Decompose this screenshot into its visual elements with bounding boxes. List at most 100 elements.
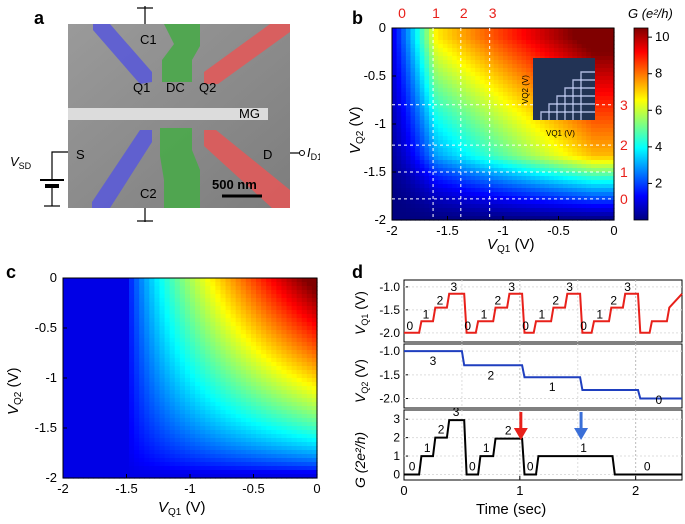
trace-frame (403, 279, 683, 343)
trace-frame (403, 343, 683, 409)
y-tick-label: 3 (393, 412, 400, 426)
inset-contour (580, 71, 595, 120)
xlabel-b: VQ1 (V) (487, 236, 535, 255)
y-tick-label: -1.5 (379, 303, 400, 317)
y-tick-label: 0 (379, 20, 386, 35)
colorbar-tick-label: 8 (655, 66, 662, 81)
inset-ylabel: VQ2 (V) (521, 75, 530, 104)
right-plateau-label: 2 (620, 137, 628, 153)
label-mg: MG (239, 106, 260, 121)
series-line (404, 419, 682, 476)
y-tick-label: -2.0 (379, 326, 400, 340)
x-tick-label: 1 (516, 483, 523, 498)
drain-terminal (299, 150, 305, 156)
label-c2: C2 (140, 186, 157, 201)
colorbar-title: G (e²/h) (628, 6, 673, 21)
step-label: 3 (430, 354, 437, 368)
y-tick-label: -1.5 (379, 368, 400, 382)
gate-q1-upper (93, 24, 152, 84)
step-label: 1 (423, 307, 430, 321)
step-label: 1 (549, 380, 556, 394)
y-tick-label: -0.5 (364, 68, 386, 83)
device-micrograph: C1 C2 Q1 Q2 DC MG S D VSD ID1 500 nm (10, 6, 320, 222)
step-label: 2 (552, 294, 559, 308)
label-source: S (76, 147, 85, 162)
y-tick-label: -2 (374, 212, 386, 227)
x-tick-label: -2 (57, 481, 69, 496)
y-tick-label: -1.0 (379, 344, 400, 358)
step-label: 2 (610, 294, 617, 308)
blue-arrowhead (574, 428, 589, 440)
gate-q1-lower (92, 130, 152, 208)
y-tick-label: -0.5 (35, 320, 57, 335)
panel-letter-a: a (34, 8, 45, 28)
inset-contour (540, 111, 595, 120)
label-q2: Q2 (199, 80, 216, 95)
label-scale-bar: 500 nm (212, 177, 257, 192)
panel-letter-b: b (352, 8, 363, 28)
y-tick-label: 1 (393, 449, 400, 463)
step-label: 2 (488, 368, 495, 382)
step-label: 3 (450, 280, 457, 294)
trace-frame (403, 409, 683, 481)
step-label: 1 (424, 441, 431, 455)
label-c1: C1 (140, 32, 157, 47)
step-label: 2 (505, 424, 512, 438)
heatmap-simulated (63, 278, 318, 479)
gate-q2-lower (204, 130, 290, 208)
step-label: 1 (580, 441, 587, 455)
right-plateau-label: 1 (620, 164, 628, 180)
gate-c2-lower (160, 128, 200, 208)
red-arrowhead (513, 428, 528, 440)
y-tick-label: -2 (45, 470, 57, 485)
step-label: 0 (655, 393, 662, 407)
top-plateau-label: 1 (432, 5, 440, 21)
inset-contour (572, 79, 595, 120)
step-label: 2 (494, 294, 501, 308)
gate-mg (68, 108, 268, 120)
series-line (404, 292, 683, 334)
y-tick-label: -2.0 (379, 392, 400, 406)
inset-contour (548, 103, 595, 120)
inset-contour (564, 87, 595, 120)
top-plateau-label: 2 (460, 5, 468, 21)
top-plateau-label: 3 (489, 5, 497, 21)
gate-q2-upper (204, 24, 290, 84)
step-label: 3 (508, 280, 515, 294)
y-tick-label: -1 (45, 370, 57, 385)
step-label: 1 (596, 307, 603, 321)
y-tick-label: -1.5 (35, 420, 57, 435)
x-tick-label: -1.5 (436, 223, 458, 238)
y-tick-label: 0 (393, 467, 400, 481)
label-id1: ID1 (307, 145, 320, 162)
ylabel-b: VQ2 (V) (347, 106, 366, 154)
colorbar-tick-label: 2 (655, 175, 662, 190)
step-label: 3 (453, 405, 460, 419)
panel-letter-d: d (352, 262, 363, 282)
colorbar (633, 27, 649, 221)
ylabel-vq2: VQ2 (V) (352, 359, 370, 403)
step-label: 3 (624, 280, 631, 294)
step-label: 2 (437, 294, 444, 308)
step-label: 0 (464, 319, 471, 333)
x-tick-label: -1 (497, 223, 509, 238)
ylabel-vq1: VQ1 (V) (352, 291, 370, 335)
right-plateau-label: 0 (620, 191, 628, 207)
x-tick-label: 0 (400, 483, 407, 498)
series-line (404, 350, 682, 400)
inset-map: VQ2 (V) VQ1 (V) (521, 58, 595, 138)
step-label: 0 (580, 319, 587, 333)
step-label: 0 (527, 459, 534, 473)
step-label: 1 (483, 441, 490, 455)
right-plateau-label: 3 (620, 97, 628, 113)
step-label: 1 (481, 307, 488, 321)
x-tick-label: 0 (313, 481, 320, 496)
step-label: 0 (406, 319, 413, 333)
step-label: 3 (566, 280, 573, 294)
step-label: 0 (409, 459, 416, 473)
x-tick-label: -2 (386, 223, 398, 238)
label-dc: DC (166, 80, 185, 95)
